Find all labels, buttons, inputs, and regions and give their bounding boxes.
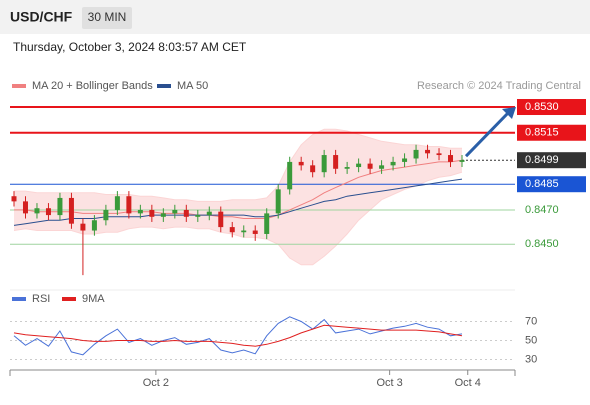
candle-body: [80, 223, 86, 231]
candle-body: [252, 230, 258, 234]
rsi-line: [13, 316, 463, 356]
candle-body: [229, 227, 235, 233]
candle-body: [298, 161, 304, 166]
ma-line: [14, 159, 463, 219]
level-box: [517, 124, 586, 141]
interval-box: [82, 7, 132, 29]
candle-body: [413, 149, 419, 159]
candle-body: [356, 163, 362, 168]
candle-body: [402, 158, 408, 162]
candle-body: [206, 211, 212, 216]
candle-body: [218, 211, 224, 228]
level-label: 0.8499: [525, 154, 559, 166]
band-edge: [14, 128, 462, 202]
x-tick-label: Oct 4: [455, 377, 481, 389]
candle-body: [114, 196, 120, 210]
legend-swatch: [62, 297, 76, 301]
candle-body: [103, 209, 109, 221]
legend-label: MA 20 + Bollinger Bands: [32, 80, 153, 92]
ma-line: [13, 178, 463, 226]
candle-body: [195, 215, 201, 217]
level-box: [517, 176, 586, 193]
candle-body: [287, 161, 293, 190]
datetime: Thursday, October 3, 2024 8:03:57 AM CET: [13, 40, 247, 54]
level-label: 0.8470: [525, 204, 559, 216]
y-tick-label: 50: [525, 334, 537, 346]
candle-body: [34, 208, 40, 214]
candle-body: [149, 209, 155, 217]
band-edge: [13, 171, 463, 266]
level-label: 0.8530: [525, 101, 559, 113]
legend-label: 9MA: [82, 293, 105, 305]
candle-body: [436, 153, 442, 156]
band-fill: [14, 129, 462, 265]
forecast-arrow: [464, 111, 510, 158]
candle-body: [11, 196, 17, 202]
interval: 30 MIN: [88, 10, 127, 24]
legend-swatch: [12, 84, 26, 88]
forecast-arrowhead: [502, 107, 516, 120]
candle-body: [390, 161, 396, 166]
candle-body: [379, 165, 385, 169]
candle-body: [310, 165, 316, 173]
x-tick-label: Oct 2: [143, 377, 169, 389]
candle-body: [321, 155, 327, 173]
legend-label: RSI: [32, 293, 50, 305]
candle-body: [241, 230, 247, 233]
level-label: 0.8450: [525, 238, 559, 250]
candle-body: [425, 149, 431, 154]
level-box: [517, 152, 586, 169]
level-label: 0.8485: [525, 178, 559, 190]
rsi-line: [13, 324, 463, 347]
level-label: 0.8515: [525, 127, 559, 139]
candle-body: [160, 213, 166, 217]
candle-body: [172, 209, 178, 214]
source: Research © 2024 Trading Central: [417, 80, 581, 92]
y-tick-label: 70: [525, 315, 537, 327]
candle-body: [68, 197, 74, 224]
y-tick-label: 30: [525, 353, 537, 365]
candle-body: [22, 201, 28, 214]
x-tick-label: Oct 3: [376, 377, 402, 389]
legend-swatch: [12, 297, 26, 301]
legend-swatch: [157, 84, 171, 88]
candle-body: [275, 189, 281, 214]
symbol: USD/CHF: [10, 9, 73, 25]
candle-body: [459, 160, 465, 162]
candle-body: [45, 208, 51, 216]
candle-body: [344, 167, 350, 169]
candle-body: [448, 155, 454, 162]
candle-body: [183, 209, 189, 217]
legend-label: MA 50: [177, 80, 208, 92]
candle-body: [126, 196, 132, 214]
candle-body: [367, 163, 373, 169]
candle-body: [57, 197, 63, 216]
level-box: [517, 99, 586, 116]
candle-body: [91, 220, 97, 231]
candle-body: [264, 213, 270, 234]
candle-body: [137, 209, 143, 214]
candle-body: [333, 155, 339, 169]
